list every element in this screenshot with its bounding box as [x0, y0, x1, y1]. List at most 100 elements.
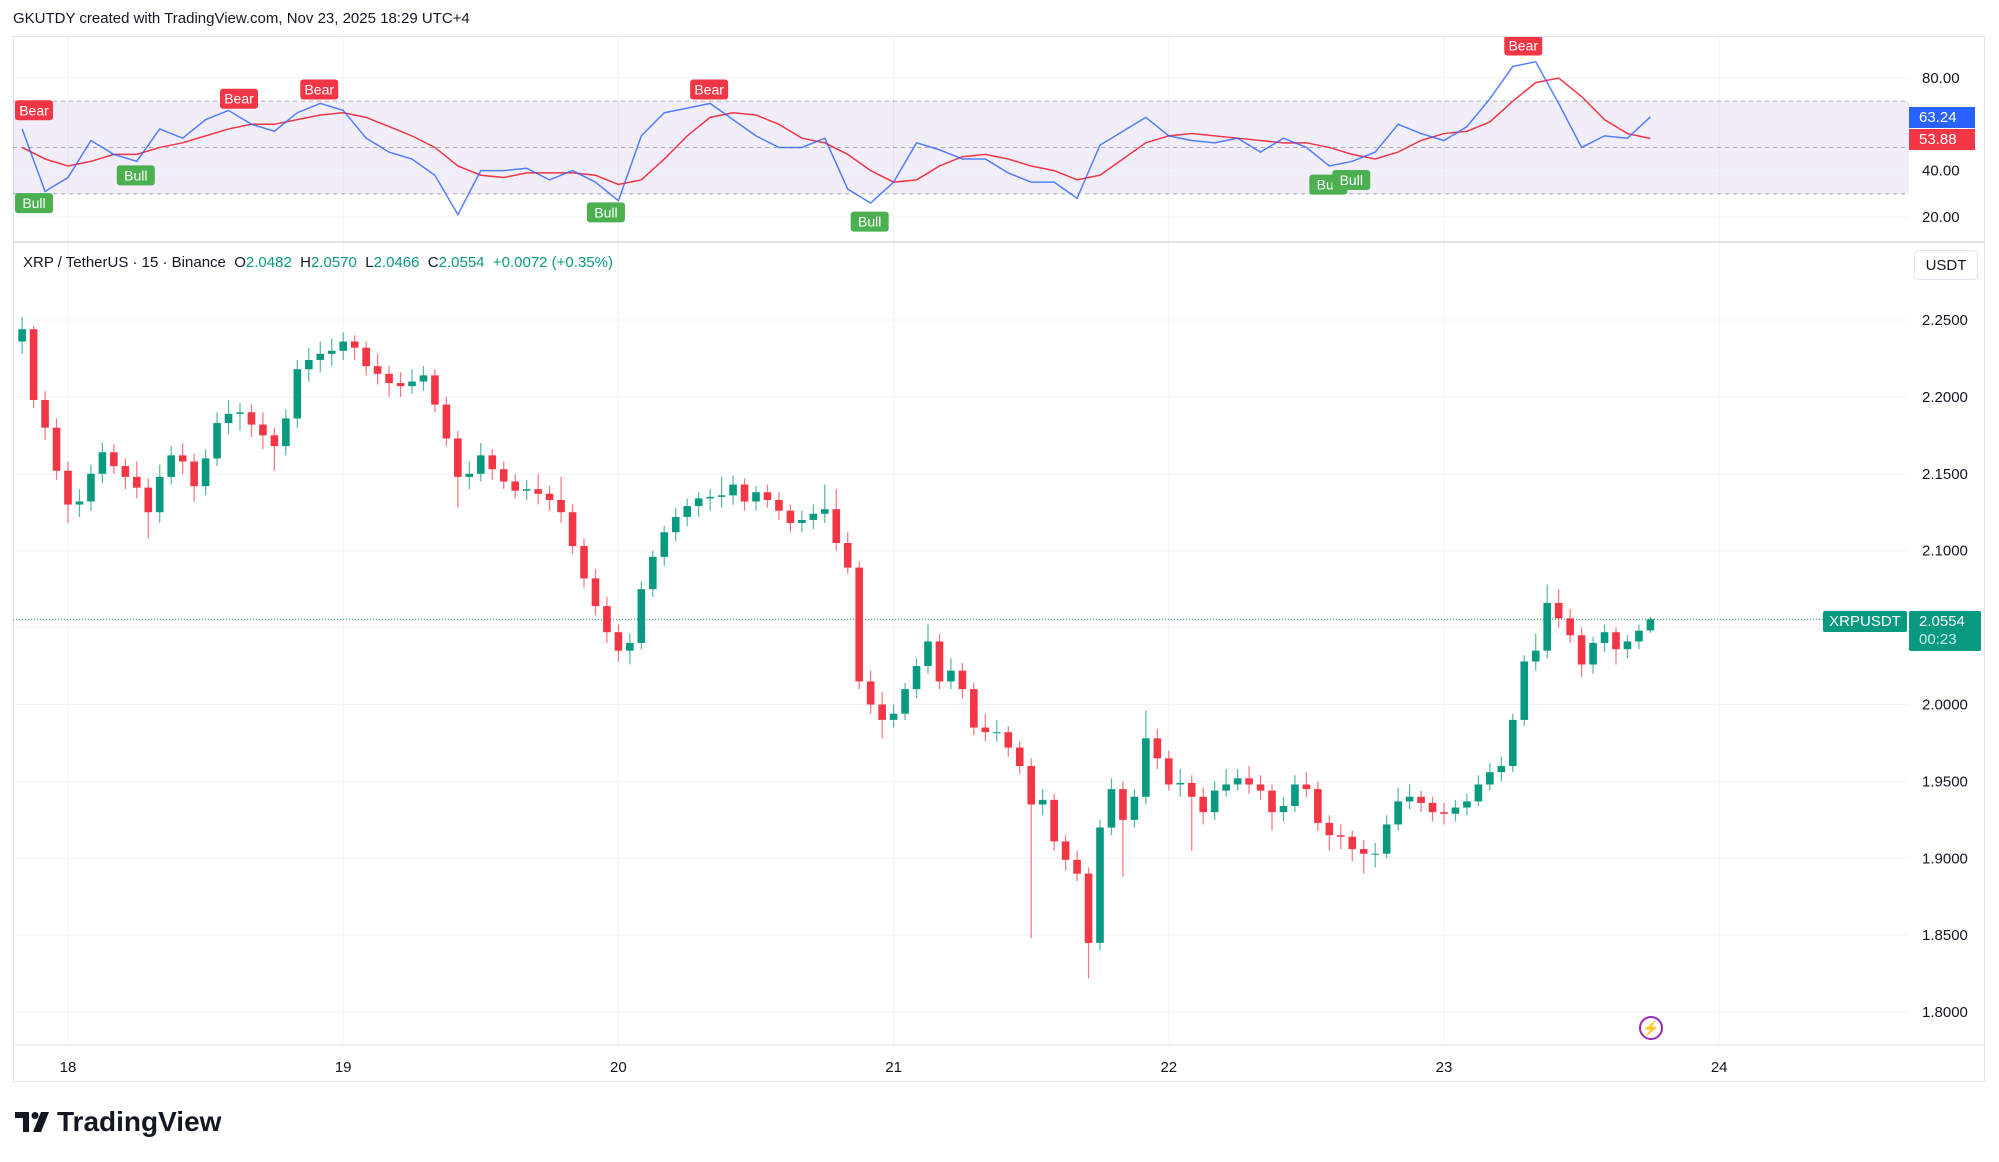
candle-body: [1222, 784, 1230, 791]
candle: [534, 473, 542, 505]
candle: [660, 526, 669, 567]
candle-body: [1451, 807, 1460, 814]
candle-body: [1142, 738, 1150, 797]
candle-body: [236, 412, 244, 414]
candle: [706, 489, 714, 511]
candle: [373, 353, 382, 385]
candle-body: [1004, 732, 1013, 748]
candle-body: [1130, 796, 1139, 820]
candle-body: [614, 632, 623, 651]
candle-body: [580, 546, 588, 579]
candle-body: [133, 476, 141, 488]
candle-body: [224, 413, 233, 424]
candle-body: [1554, 602, 1563, 619]
candle: [488, 449, 497, 480]
rsi-ma-line: [21, 77, 1651, 186]
signal-label-text: Bear: [224, 91, 254, 107]
candle-body: [18, 329, 26, 342]
bear-signal-label: Bear: [15, 100, 53, 121]
candle: [626, 633, 634, 665]
candle: [1577, 627, 1586, 677]
symbol-legend: XRP / TetherUS · 15 · Binance O2.0482 H2…: [23, 254, 613, 271]
candle-body: [1291, 784, 1299, 807]
candle: [499, 461, 508, 490]
candle: [1302, 772, 1311, 797]
candle: [729, 475, 737, 505]
candle-body: [947, 670, 955, 682]
signal-label-bg: [1504, 37, 1543, 56]
candle: [1107, 778, 1116, 836]
candle: [1222, 769, 1230, 797]
candle: [236, 403, 244, 431]
candle-body: [1497, 766, 1506, 773]
candle-body: [671, 516, 680, 533]
signal-label-bg: [690, 79, 729, 100]
candle-body: [1302, 784, 1311, 790]
candle: [912, 658, 921, 699]
signal-label-bg: [850, 211, 889, 232]
candle: [1291, 775, 1299, 813]
candle-body: [488, 455, 497, 470]
candle: [1130, 789, 1139, 828]
candle-body: [1417, 796, 1425, 803]
candle: [477, 443, 485, 482]
candle-body: [935, 641, 944, 682]
candle: [190, 453, 198, 502]
candle-body: [1589, 642, 1597, 665]
candle: [1371, 842, 1379, 868]
candle-body: [1119, 789, 1127, 820]
lightning-icon[interactable]: ⚡: [1639, 1016, 1663, 1040]
candle: [110, 444, 118, 474]
candle-body: [442, 404, 451, 439]
candle: [1233, 769, 1242, 791]
candle: [901, 682, 909, 720]
candle-body: [1176, 782, 1185, 785]
candle-body: [1314, 789, 1322, 823]
candle: [511, 473, 519, 499]
candle-body: [178, 455, 187, 462]
candle: [52, 418, 61, 480]
candle: [763, 484, 772, 508]
signal-label-bg: [300, 79, 339, 100]
date-tick-label: 21: [885, 1059, 902, 1076]
candle: [339, 332, 347, 360]
signal-label-text: Bull: [124, 167, 147, 183]
tradingview-logo[interactable]: TradingView: [15, 1106, 221, 1138]
candle: [1531, 633, 1540, 671]
candle-body: [1050, 799, 1058, 842]
chart-frame: [13, 36, 1985, 1082]
candle-body: [293, 369, 302, 419]
candles: [18, 316, 1655, 979]
candle: [201, 449, 210, 496]
candle: [155, 464, 164, 524]
change-value: +0.0072 (+0.35%): [492, 254, 613, 271]
candle-body: [1027, 766, 1035, 805]
candle: [1497, 756, 1506, 782]
candle-body: [924, 641, 932, 667]
price-tick-label: 2.2500: [1922, 312, 1968, 329]
candle-body: [649, 556, 657, 590]
symbol-title[interactable]: XRP / TetherUS · 15 · Binance: [23, 254, 226, 271]
signal-label-text: Bear: [1508, 37, 1538, 53]
open-value: 2.0482: [245, 254, 292, 271]
candle-body: [981, 727, 990, 733]
candle: [224, 399, 233, 434]
candle: [1199, 787, 1207, 825]
candle-body: [259, 424, 267, 436]
currency-button[interactable]: USDT: [1914, 250, 1978, 280]
candle: [1382, 815, 1391, 859]
close-value: 2.0554: [438, 254, 485, 271]
candle: [133, 461, 141, 499]
candle-body: [385, 373, 393, 384]
candle-body: [41, 399, 49, 428]
candle-body: [1015, 747, 1024, 767]
candle-body: [683, 506, 691, 517]
candle-body: [889, 713, 898, 720]
candle: [1635, 624, 1643, 650]
candle-body: [477, 455, 485, 474]
candle: [752, 486, 760, 511]
candle-body: [993, 732, 1001, 734]
candle-body: [1073, 859, 1081, 874]
candle: [396, 372, 405, 397]
